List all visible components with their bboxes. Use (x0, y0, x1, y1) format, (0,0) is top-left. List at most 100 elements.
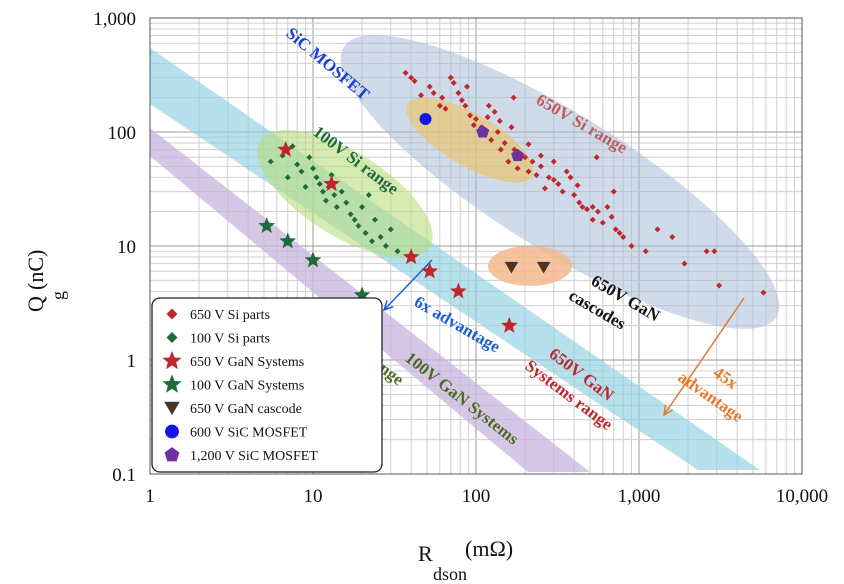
legend-item: 1,200 V SiC MOSFET (164, 447, 318, 464)
data-point (306, 154, 313, 161)
data-point (304, 251, 322, 268)
data-point (510, 94, 517, 101)
data-point (343, 199, 350, 206)
data-point (450, 282, 467, 299)
y-tick-label: 10 (117, 237, 136, 258)
data-point (711, 248, 718, 255)
data-point (529, 158, 536, 165)
legend-marker (164, 401, 180, 416)
y-axis-label-main: Q (23, 296, 48, 312)
legend-marker (164, 447, 180, 462)
data-point (654, 226, 661, 233)
data-point (294, 161, 301, 168)
x-tick-label: 10 (304, 486, 323, 507)
data-point (316, 180, 323, 187)
data-point (323, 175, 340, 192)
data-point (302, 183, 309, 190)
data-point (497, 146, 504, 153)
legend-label: 1,200 V SiC MOSFET (190, 449, 318, 464)
legend-label: 100 V GaN Systems (190, 379, 304, 394)
x-tick-label: 100 (462, 486, 491, 507)
data-point (319, 188, 326, 195)
data-point (574, 182, 581, 189)
data-point (579, 203, 586, 210)
data-point (541, 185, 548, 192)
legend-label: 650 V Si parts (190, 308, 270, 323)
region-sic-mosfet (406, 97, 534, 183)
legend-item: 100 V Si parts (166, 332, 270, 347)
data-point (382, 243, 389, 249)
data-point (351, 216, 358, 223)
arrow-45x-advantage (663, 297, 745, 416)
data-point (355, 222, 362, 229)
data-point (419, 113, 432, 126)
data-point (500, 316, 518, 333)
data-point (377, 233, 384, 240)
data-point (436, 102, 443, 109)
data-point (470, 122, 477, 129)
data-point (279, 232, 297, 249)
legend-marker (166, 308, 178, 320)
data-point (594, 208, 601, 215)
data-point (522, 154, 529, 161)
data-point (484, 114, 491, 121)
data-point (537, 152, 544, 159)
data-point (488, 137, 495, 144)
data-point (442, 105, 449, 112)
x-tick-label: 1,000 (618, 486, 661, 507)
data-point (599, 219, 606, 226)
legend-label: 100 V Si parts (190, 332, 270, 347)
region-650v-gan-cascodes (488, 246, 572, 286)
data-point (267, 158, 274, 165)
data-point (567, 174, 574, 181)
data-point (576, 199, 583, 206)
x-axis-label-sub: dson (433, 564, 467, 584)
data-point (610, 188, 617, 195)
data-point (473, 116, 479, 123)
data-point (322, 197, 329, 204)
data-point (501, 140, 508, 147)
data-point (387, 226, 394, 233)
data-point (760, 289, 767, 296)
data-point (402, 248, 420, 265)
y-axis-label-unit: (nC) (23, 250, 48, 290)
data-point (642, 248, 649, 255)
data-point (458, 97, 465, 104)
data-point (353, 286, 371, 303)
data-point (421, 262, 439, 279)
series-650-v-gan-cascode (504, 261, 551, 274)
data-point (411, 78, 418, 85)
legend-marker (162, 350, 182, 370)
data-point (563, 168, 570, 175)
data-point (620, 233, 627, 240)
data-point (439, 94, 446, 101)
legend-label: 600 V SiC MOSFET (190, 426, 308, 441)
plot-frame (149, 17, 803, 475)
x-axis-label-unit: (mΩ) (465, 536, 513, 561)
data-point (313, 174, 320, 181)
data-point (550, 158, 557, 165)
arrow-45x-advantage-head (663, 405, 674, 417)
legend-item: 650 V GaN cascode (164, 401, 302, 417)
data-point (584, 206, 591, 213)
data-point (467, 112, 474, 119)
data-point (608, 213, 615, 220)
series-100-v-si-parts (267, 143, 401, 255)
series-650-v-si-parts (402, 69, 767, 296)
arrow-6x-advantage-head (382, 300, 394, 312)
legend-box (151, 297, 383, 473)
data-point (347, 211, 354, 218)
data-points (258, 69, 767, 333)
y-tick-label: 100 (108, 123, 137, 144)
data-point (485, 102, 492, 109)
data-point (525, 168, 532, 175)
data-point (525, 141, 532, 148)
data-point (628, 243, 635, 249)
data-point (571, 192, 578, 199)
data-point (496, 117, 503, 124)
data-point (604, 203, 611, 210)
data-point (333, 203, 340, 210)
data-point (537, 163, 544, 170)
data-point (368, 238, 375, 245)
